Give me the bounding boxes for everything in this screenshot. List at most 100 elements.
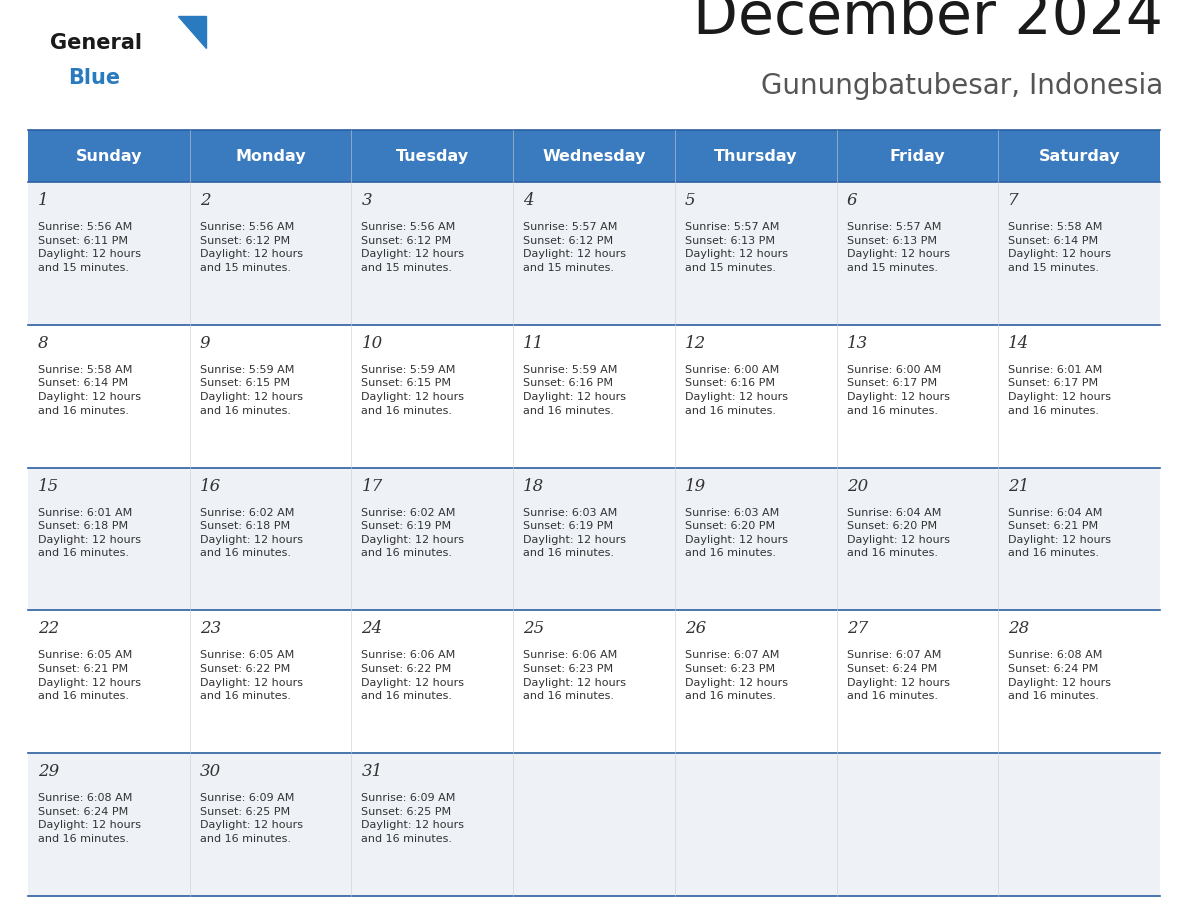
Text: 9: 9: [200, 335, 210, 352]
Text: 30: 30: [200, 763, 221, 780]
Bar: [352, 325, 513, 467]
Bar: [675, 753, 836, 896]
Text: Sunrise: 6:07 AM
Sunset: 6:23 PM
Daylight: 12 hours
and 16 minutes.: Sunrise: 6:07 AM Sunset: 6:23 PM Dayligh…: [684, 650, 788, 701]
Text: 8: 8: [38, 335, 49, 352]
Text: General: General: [50, 33, 143, 53]
Bar: [190, 610, 352, 753]
Text: 3: 3: [361, 192, 372, 209]
Bar: [29, 182, 190, 325]
Text: 2: 2: [200, 192, 210, 209]
Text: 5: 5: [684, 192, 695, 209]
Text: Sunrise: 6:01 AM
Sunset: 6:17 PM
Daylight: 12 hours
and 16 minutes.: Sunrise: 6:01 AM Sunset: 6:17 PM Dayligh…: [1009, 364, 1111, 416]
Bar: [836, 467, 998, 610]
Text: 12: 12: [684, 335, 706, 352]
Bar: [352, 130, 513, 182]
Text: 22: 22: [38, 621, 59, 637]
Bar: [998, 467, 1159, 610]
Text: 14: 14: [1009, 335, 1030, 352]
Text: Sunrise: 5:58 AM
Sunset: 6:14 PM
Daylight: 12 hours
and 15 minutes.: Sunrise: 5:58 AM Sunset: 6:14 PM Dayligh…: [1009, 222, 1111, 273]
Text: Sunrise: 6:02 AM
Sunset: 6:18 PM
Daylight: 12 hours
and 16 minutes.: Sunrise: 6:02 AM Sunset: 6:18 PM Dayligh…: [200, 508, 303, 558]
Text: Sunrise: 5:57 AM
Sunset: 6:12 PM
Daylight: 12 hours
and 15 minutes.: Sunrise: 5:57 AM Sunset: 6:12 PM Dayligh…: [523, 222, 626, 273]
Bar: [998, 610, 1159, 753]
Text: Sunrise: 5:58 AM
Sunset: 6:14 PM
Daylight: 12 hours
and 16 minutes.: Sunrise: 5:58 AM Sunset: 6:14 PM Dayligh…: [38, 364, 141, 416]
Text: 24: 24: [361, 621, 383, 637]
Bar: [675, 130, 836, 182]
Bar: [675, 610, 836, 753]
Text: Monday: Monday: [235, 149, 305, 163]
Text: December 2024: December 2024: [693, 0, 1163, 46]
Text: Sunrise: 6:06 AM
Sunset: 6:22 PM
Daylight: 12 hours
and 16 minutes.: Sunrise: 6:06 AM Sunset: 6:22 PM Dayligh…: [361, 650, 465, 701]
Bar: [352, 182, 513, 325]
Bar: [513, 130, 675, 182]
Bar: [513, 182, 675, 325]
Text: 4: 4: [523, 192, 533, 209]
Text: Sunrise: 6:09 AM
Sunset: 6:25 PM
Daylight: 12 hours
and 16 minutes.: Sunrise: 6:09 AM Sunset: 6:25 PM Dayligh…: [200, 793, 303, 844]
Bar: [352, 753, 513, 896]
Text: Sunrise: 6:04 AM
Sunset: 6:20 PM
Daylight: 12 hours
and 16 minutes.: Sunrise: 6:04 AM Sunset: 6:20 PM Dayligh…: [847, 508, 949, 558]
Bar: [352, 467, 513, 610]
Text: 16: 16: [200, 477, 221, 495]
Text: 10: 10: [361, 335, 383, 352]
Text: Sunrise: 5:59 AM
Sunset: 6:15 PM
Daylight: 12 hours
and 16 minutes.: Sunrise: 5:59 AM Sunset: 6:15 PM Dayligh…: [200, 364, 303, 416]
Bar: [190, 753, 352, 896]
Text: Sunrise: 6:00 AM
Sunset: 6:16 PM
Daylight: 12 hours
and 16 minutes.: Sunrise: 6:00 AM Sunset: 6:16 PM Dayligh…: [684, 364, 788, 416]
Text: Sunrise: 6:03 AM
Sunset: 6:19 PM
Daylight: 12 hours
and 16 minutes.: Sunrise: 6:03 AM Sunset: 6:19 PM Dayligh…: [523, 508, 626, 558]
Text: Tuesday: Tuesday: [396, 149, 469, 163]
Text: Saturday: Saturday: [1038, 149, 1120, 163]
Text: Sunrise: 6:06 AM
Sunset: 6:23 PM
Daylight: 12 hours
and 16 minutes.: Sunrise: 6:06 AM Sunset: 6:23 PM Dayligh…: [523, 650, 626, 701]
Text: Sunrise: 6:02 AM
Sunset: 6:19 PM
Daylight: 12 hours
and 16 minutes.: Sunrise: 6:02 AM Sunset: 6:19 PM Dayligh…: [361, 508, 465, 558]
Text: 18: 18: [523, 477, 544, 495]
Text: 6: 6: [847, 192, 858, 209]
Bar: [352, 610, 513, 753]
Text: Sunrise: 6:09 AM
Sunset: 6:25 PM
Daylight: 12 hours
and 16 minutes.: Sunrise: 6:09 AM Sunset: 6:25 PM Dayligh…: [361, 793, 465, 844]
Text: Thursday: Thursday: [714, 149, 797, 163]
Bar: [836, 130, 998, 182]
Text: Sunrise: 6:05 AM
Sunset: 6:22 PM
Daylight: 12 hours
and 16 minutes.: Sunrise: 6:05 AM Sunset: 6:22 PM Dayligh…: [200, 650, 303, 701]
Polygon shape: [178, 16, 206, 48]
Bar: [998, 130, 1159, 182]
Text: Gunungbatubesar, Indonesia: Gunungbatubesar, Indonesia: [760, 72, 1163, 100]
Text: Sunrise: 6:00 AM
Sunset: 6:17 PM
Daylight: 12 hours
and 16 minutes.: Sunrise: 6:00 AM Sunset: 6:17 PM Dayligh…: [847, 364, 949, 416]
Text: Sunrise: 5:59 AM
Sunset: 6:15 PM
Daylight: 12 hours
and 16 minutes.: Sunrise: 5:59 AM Sunset: 6:15 PM Dayligh…: [361, 364, 465, 416]
Text: 17: 17: [361, 477, 383, 495]
Bar: [29, 467, 190, 610]
Text: 11: 11: [523, 335, 544, 352]
Bar: [190, 182, 352, 325]
Bar: [836, 325, 998, 467]
Bar: [29, 610, 190, 753]
Text: 29: 29: [38, 763, 59, 780]
Text: 21: 21: [1009, 477, 1030, 495]
Bar: [29, 325, 190, 467]
Text: 25: 25: [523, 621, 544, 637]
Bar: [998, 325, 1159, 467]
Text: Sunday: Sunday: [76, 149, 143, 163]
Text: 15: 15: [38, 477, 59, 495]
Text: Sunrise: 5:56 AM
Sunset: 6:11 PM
Daylight: 12 hours
and 15 minutes.: Sunrise: 5:56 AM Sunset: 6:11 PM Dayligh…: [38, 222, 141, 273]
Text: 28: 28: [1009, 621, 1030, 637]
Text: Sunrise: 5:56 AM
Sunset: 6:12 PM
Daylight: 12 hours
and 15 minutes.: Sunrise: 5:56 AM Sunset: 6:12 PM Dayligh…: [200, 222, 303, 273]
Text: 13: 13: [847, 335, 867, 352]
Text: Sunrise: 6:05 AM
Sunset: 6:21 PM
Daylight: 12 hours
and 16 minutes.: Sunrise: 6:05 AM Sunset: 6:21 PM Dayligh…: [38, 650, 141, 701]
Bar: [513, 753, 675, 896]
Bar: [675, 182, 836, 325]
Text: Sunrise: 5:59 AM
Sunset: 6:16 PM
Daylight: 12 hours
and 16 minutes.: Sunrise: 5:59 AM Sunset: 6:16 PM Dayligh…: [523, 364, 626, 416]
Bar: [675, 325, 836, 467]
Bar: [998, 753, 1159, 896]
Text: Blue: Blue: [68, 68, 120, 88]
Bar: [190, 325, 352, 467]
Bar: [513, 467, 675, 610]
Text: 23: 23: [200, 621, 221, 637]
Text: Sunrise: 6:07 AM
Sunset: 6:24 PM
Daylight: 12 hours
and 16 minutes.: Sunrise: 6:07 AM Sunset: 6:24 PM Dayligh…: [847, 650, 949, 701]
Text: 20: 20: [847, 477, 867, 495]
Bar: [29, 753, 190, 896]
Text: Sunrise: 6:03 AM
Sunset: 6:20 PM
Daylight: 12 hours
and 16 minutes.: Sunrise: 6:03 AM Sunset: 6:20 PM Dayligh…: [684, 508, 788, 558]
Bar: [836, 610, 998, 753]
Text: Sunrise: 6:08 AM
Sunset: 6:24 PM
Daylight: 12 hours
and 16 minutes.: Sunrise: 6:08 AM Sunset: 6:24 PM Dayligh…: [1009, 650, 1111, 701]
Text: Sunrise: 5:57 AM
Sunset: 6:13 PM
Daylight: 12 hours
and 15 minutes.: Sunrise: 5:57 AM Sunset: 6:13 PM Dayligh…: [684, 222, 788, 273]
Text: Sunrise: 6:04 AM
Sunset: 6:21 PM
Daylight: 12 hours
and 16 minutes.: Sunrise: 6:04 AM Sunset: 6:21 PM Dayligh…: [1009, 508, 1111, 558]
Text: 26: 26: [684, 621, 706, 637]
Bar: [836, 753, 998, 896]
Text: Friday: Friday: [890, 149, 946, 163]
Bar: [190, 130, 352, 182]
Text: 7: 7: [1009, 192, 1019, 209]
